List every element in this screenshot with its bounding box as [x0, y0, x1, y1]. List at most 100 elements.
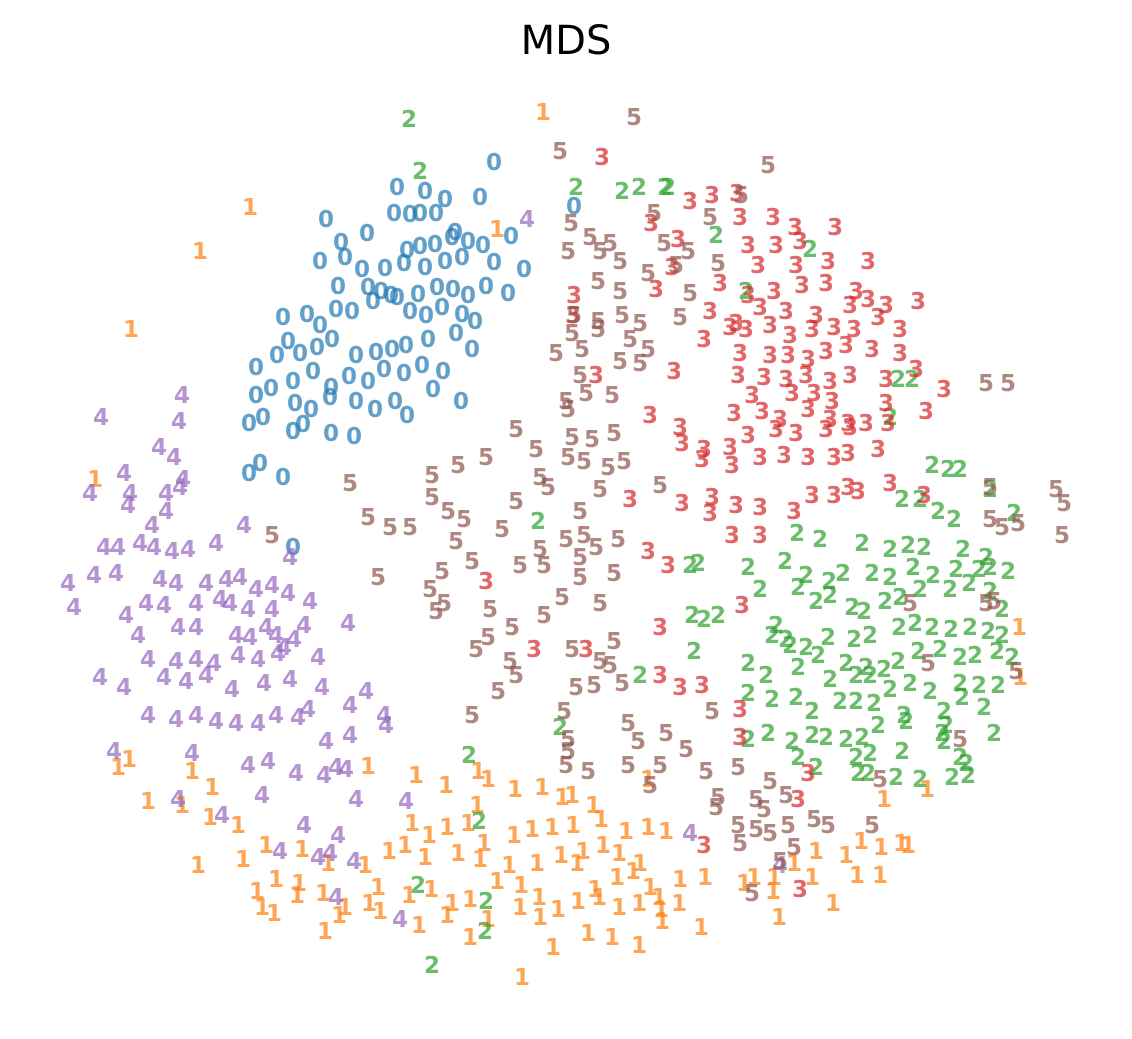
- point-digit-0: 0: [475, 233, 491, 259]
- point-digit-4: 4: [236, 513, 252, 539]
- point-digit-2: 2: [958, 751, 974, 777]
- point-digit-1: 1: [849, 863, 865, 889]
- point-digit-2: 2: [790, 575, 806, 601]
- point-digit-5: 5: [606, 561, 622, 587]
- chart-title: MDS: [521, 18, 612, 64]
- point-digit-4: 4: [282, 667, 298, 693]
- point-digit-0: 0: [428, 201, 444, 227]
- point-digit-5: 5: [572, 545, 588, 571]
- point-digit-3: 3: [694, 673, 710, 699]
- point-digit-4: 4: [392, 907, 408, 933]
- point-digit-0: 0: [444, 225, 460, 251]
- point-digit-1: 1: [593, 807, 609, 833]
- point-digit-5: 5: [588, 535, 604, 561]
- point-digit-1: 1: [585, 793, 601, 819]
- point-digit-4: 4: [152, 567, 168, 593]
- point-digit-1: 1: [919, 777, 935, 803]
- point-digit-2: 2: [758, 663, 774, 689]
- point-digit-5: 5: [640, 337, 656, 363]
- point-digit-0: 0: [472, 185, 488, 211]
- point-digit-5: 5: [563, 211, 579, 237]
- point-digit-4: 4: [146, 535, 162, 561]
- point-digit-3: 3: [870, 305, 886, 331]
- point-digit-1: 1: [462, 887, 478, 913]
- point-digit-3: 3: [778, 299, 794, 325]
- point-digit-1: 1: [320, 851, 336, 877]
- point-digit-4: 4: [240, 597, 256, 623]
- point-digit-2: 2: [870, 713, 886, 739]
- point-digit-4: 4: [296, 613, 312, 639]
- point-digit-3: 3: [800, 397, 816, 423]
- point-digit-3: 3: [724, 453, 740, 479]
- point-digit-2: 2: [856, 599, 872, 625]
- point-digit-5: 5: [702, 205, 718, 231]
- point-digit-2: 2: [812, 527, 828, 553]
- point-digit-3: 3: [752, 445, 768, 471]
- point-digit-5: 5: [668, 253, 684, 279]
- point-digit-3: 3: [800, 445, 816, 471]
- point-digit-0: 0: [367, 397, 383, 423]
- point-digit-3: 3: [652, 663, 668, 689]
- point-digit-4: 4: [198, 571, 214, 597]
- point-digit-5: 5: [982, 507, 998, 533]
- point-digit-1: 1: [512, 895, 528, 921]
- point-digit-3: 3: [664, 255, 680, 281]
- point-digit-3: 3: [908, 357, 924, 383]
- point-digit-0: 0: [448, 321, 464, 347]
- point-digit-4: 4: [170, 615, 186, 641]
- point-digit-3: 3: [765, 205, 781, 231]
- point-digit-3: 3: [762, 343, 778, 369]
- point-digit-1: 1: [825, 891, 841, 917]
- point-digit-1: 1: [357, 853, 373, 879]
- point-digit-3: 3: [806, 381, 822, 407]
- point-digit-3: 3: [652, 615, 668, 641]
- point-digit-5: 5: [448, 529, 464, 555]
- point-digit-5: 5: [646, 201, 662, 227]
- point-digit-4: 4: [272, 839, 288, 865]
- point-digit-2: 2: [930, 499, 946, 525]
- point-digit-3: 3: [565, 303, 581, 329]
- point-digit-4: 4: [108, 561, 124, 587]
- point-digit-3: 3: [696, 327, 712, 353]
- point-digit-5: 5: [532, 465, 548, 491]
- point-digit-1: 1: [569, 851, 585, 877]
- point-digit-2: 2: [478, 889, 494, 915]
- point-digit-0: 0: [399, 403, 415, 429]
- point-digit-2: 2: [932, 637, 948, 663]
- point-digit-4: 4: [208, 531, 224, 557]
- point-digit-3: 3: [790, 787, 806, 813]
- point-digit-2: 2: [967, 643, 983, 669]
- point-digit-5: 5: [572, 363, 588, 389]
- point-digit-5: 5: [652, 753, 668, 779]
- point-digit-3: 3: [738, 317, 754, 343]
- point-digit-2: 2: [888, 765, 904, 791]
- point-digit-5: 5: [576, 449, 592, 475]
- point-digit-2: 2: [690, 551, 706, 577]
- point-digit-4: 4: [106, 739, 122, 765]
- point-digit-1: 1: [838, 843, 854, 869]
- point-digit-5: 5: [632, 351, 648, 377]
- point-digit-2: 2: [802, 237, 818, 263]
- point-digit-1: 1: [361, 891, 377, 917]
- point-digit-1: 1: [480, 767, 496, 793]
- point-digit-2: 2: [971, 673, 987, 699]
- point-digit-0: 0: [437, 187, 453, 213]
- point-digit-4: 4: [290, 705, 306, 731]
- point-digit-5: 5: [710, 785, 726, 811]
- point-digit-0: 0: [434, 295, 450, 321]
- point-digit-2: 2: [821, 569, 837, 595]
- point-digit-5: 5: [464, 549, 480, 575]
- point-digit-0: 0: [287, 391, 303, 417]
- point-digit-1: 1: [87, 467, 103, 493]
- point-digit-4: 4: [296, 813, 312, 839]
- point-digit-3: 3: [840, 475, 856, 501]
- point-digit-3: 3: [768, 417, 784, 443]
- point-digit-4: 4: [254, 783, 270, 809]
- point-digit-4: 4: [314, 675, 330, 701]
- point-digit-4: 4: [348, 787, 364, 813]
- point-digit-1: 1: [480, 907, 496, 933]
- point-digit-1: 1: [204, 775, 220, 801]
- point-digit-3: 3: [808, 303, 824, 329]
- point-digit-2: 2: [882, 537, 898, 563]
- point-digit-1: 1: [693, 915, 709, 941]
